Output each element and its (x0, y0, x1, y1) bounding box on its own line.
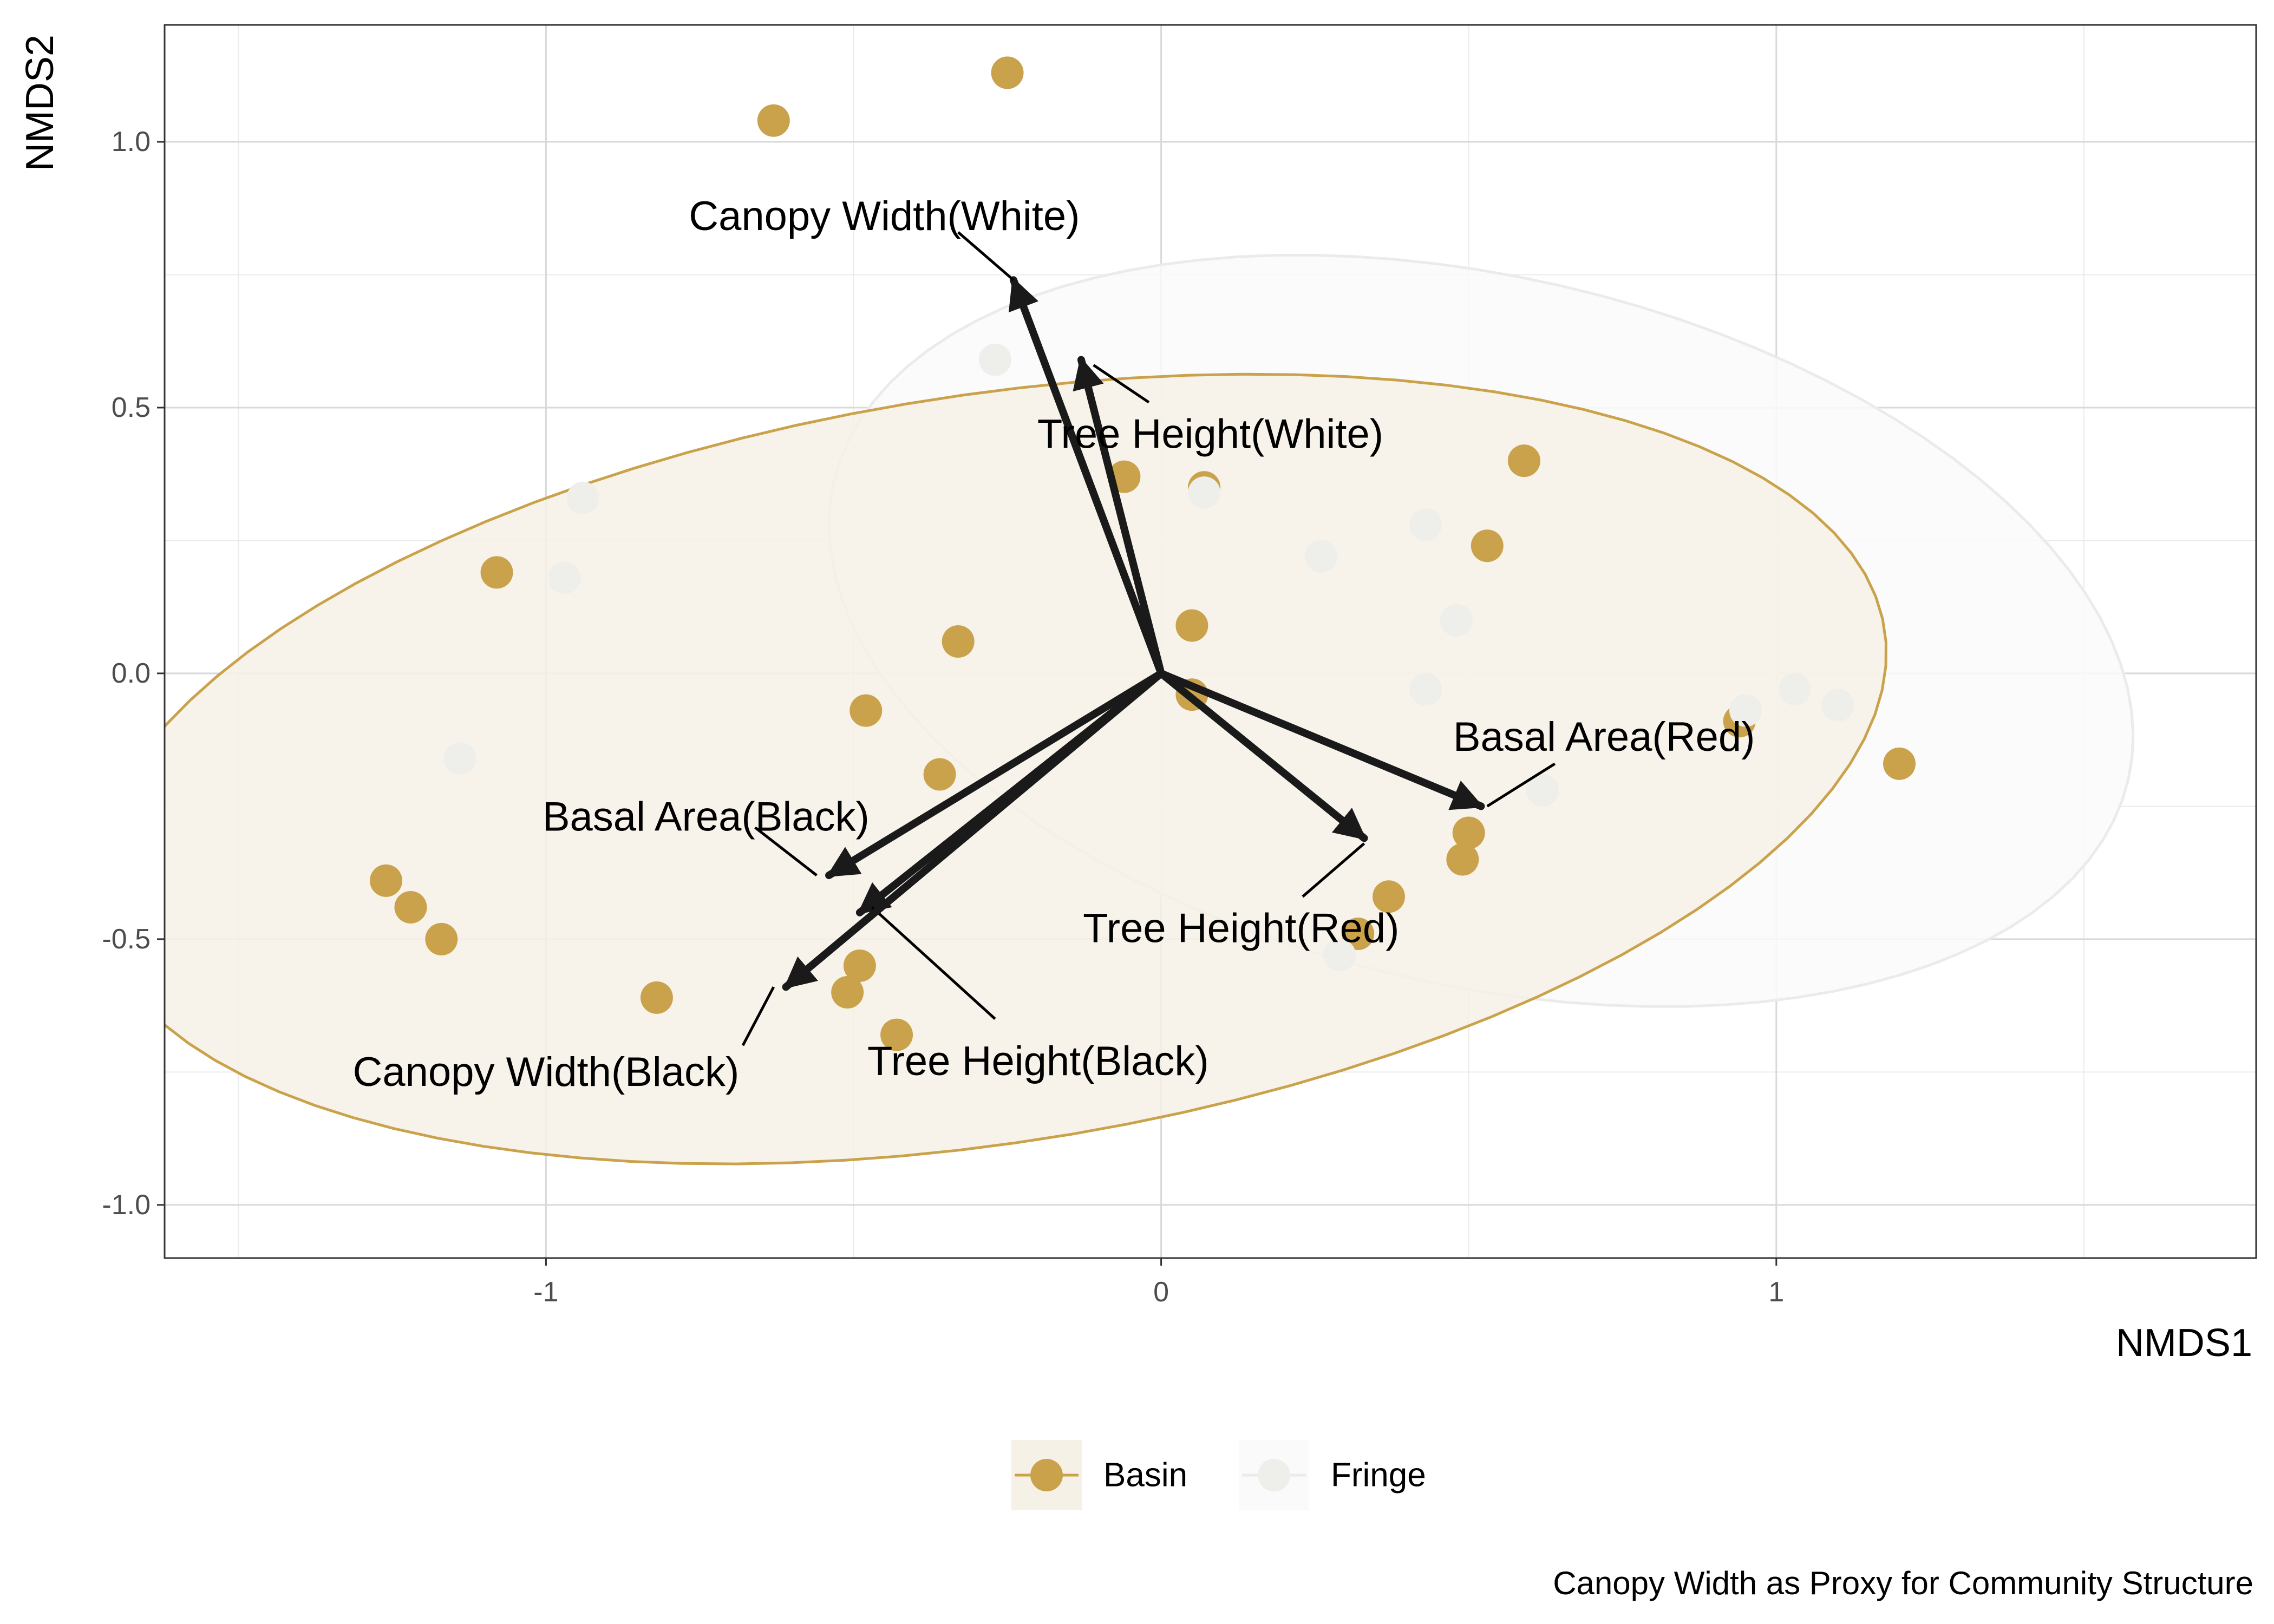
point-fringe (1440, 604, 1473, 637)
point-basin (1507, 444, 1540, 477)
ellipse-basin (165, 372, 1887, 1165)
point-basin (1883, 747, 1916, 780)
vector-label-basal-area-red: Basal Area(Red) (1453, 714, 1755, 760)
vector-arrow-basal-area-black (825, 669, 1165, 880)
point-fringe (1409, 508, 1442, 541)
legend-item-fringe: Fringe (1239, 1440, 1426, 1510)
point-basin (480, 556, 513, 589)
vector-arrow-tree-height-white (1073, 356, 1165, 677)
vector-label-tree-height-red: Tree Height(Red) (1083, 906, 1399, 952)
point-fringe (1305, 540, 1338, 573)
point-basin (831, 976, 864, 1009)
vector-arrow-canopy-width-black (782, 669, 1165, 991)
vector-leader-tree-height-black (871, 906, 996, 1020)
group-ellipses (165, 253, 2135, 1165)
point-basin (942, 625, 975, 658)
vector-arrow-tree-height-red (1157, 669, 1368, 842)
vector-label-basal-area-black: Basal Area(Black) (543, 794, 870, 840)
point-basin (850, 694, 883, 727)
vector-leader-canopy-width-black (741, 986, 775, 1046)
point-fringe (1409, 673, 1442, 706)
point-fringe (1729, 694, 1762, 727)
legend-item-basin: Basin (1011, 1440, 1187, 1510)
x-axis-title: NMDS1 (2116, 1321, 2252, 1365)
vector-leader-canopy-width-white (957, 231, 1015, 281)
point-basin (923, 758, 956, 791)
y-tick-label: 0.0 (112, 658, 151, 689)
point-basin (640, 981, 673, 1014)
point-basin (1372, 880, 1405, 913)
point-basin (394, 890, 427, 924)
legend-key-point (1258, 1459, 1290, 1491)
point-fringe (978, 343, 1011, 376)
vector-label-canopy-width-white: Canopy Width(White) (689, 193, 1080, 239)
x-tick-label: 1 (1768, 1276, 1784, 1308)
vector-leader-basal-area-red (1486, 762, 1556, 808)
point-basin (843, 949, 876, 982)
point-basin (991, 56, 1024, 89)
vector-arrow-basal-area-red (1157, 669, 1485, 810)
legend: Basin Fringe (1011, 1440, 1426, 1510)
vector-leader-tree-height-white (1093, 364, 1150, 404)
chart-caption: Canopy Width as Proxy for Community Stru… (1553, 1565, 2253, 1601)
y-tick-label: 0.5 (112, 392, 151, 423)
legend-label: Fringe (1331, 1457, 1426, 1494)
point-basin (1342, 918, 1375, 951)
point-fringe (1778, 673, 1811, 706)
point-basin (1452, 816, 1485, 849)
point-basin (757, 104, 790, 137)
vector-label-tree-height-white: Tree Height(White) (1037, 411, 1383, 457)
vector-label-tree-height-black: Tree Height(Black) (867, 1038, 1209, 1084)
point-basin (370, 864, 403, 897)
env-vectors: Canopy Width(White) Tree Height(White) Bas… (353, 193, 1755, 1095)
y-tick-label: 1.0 (112, 126, 151, 158)
point-fringe (1821, 689, 1854, 722)
y-tick-label: -0.5 (102, 924, 151, 955)
legend-label: Basin (1103, 1457, 1187, 1494)
point-basin (1446, 843, 1479, 876)
point-basin (1471, 529, 1504, 562)
point-fringe (1526, 774, 1559, 807)
axis-ticks: -1 0 1 -1.0 -0.5 0.0 0.5 1.0 (102, 126, 1784, 1308)
vector-leader-tree-height-red (1302, 842, 1365, 898)
point-fringe (443, 742, 476, 775)
point-basin (425, 922, 458, 955)
x-tick-label: -1 (533, 1276, 558, 1308)
vector-arrow-canopy-width-white (1008, 276, 1165, 677)
plot-panel-border (164, 24, 2257, 1259)
point-basin (880, 1018, 913, 1051)
point-fringe (1188, 476, 1221, 509)
vector-label-canopy-width-black: Canopy Width(Black) (353, 1049, 740, 1095)
point-fringe (1323, 939, 1356, 972)
vector-leader-basal-area-black (754, 826, 818, 877)
y-tick-label: -1.0 (102, 1189, 151, 1221)
point-fringe (566, 481, 599, 514)
point-fringe (548, 561, 581, 594)
x-tick-label: 0 (1153, 1276, 1169, 1308)
legend-key-point (1030, 1459, 1063, 1491)
point-basin (1175, 609, 1208, 642)
y-axis-title: NMDS2 (18, 35, 62, 171)
